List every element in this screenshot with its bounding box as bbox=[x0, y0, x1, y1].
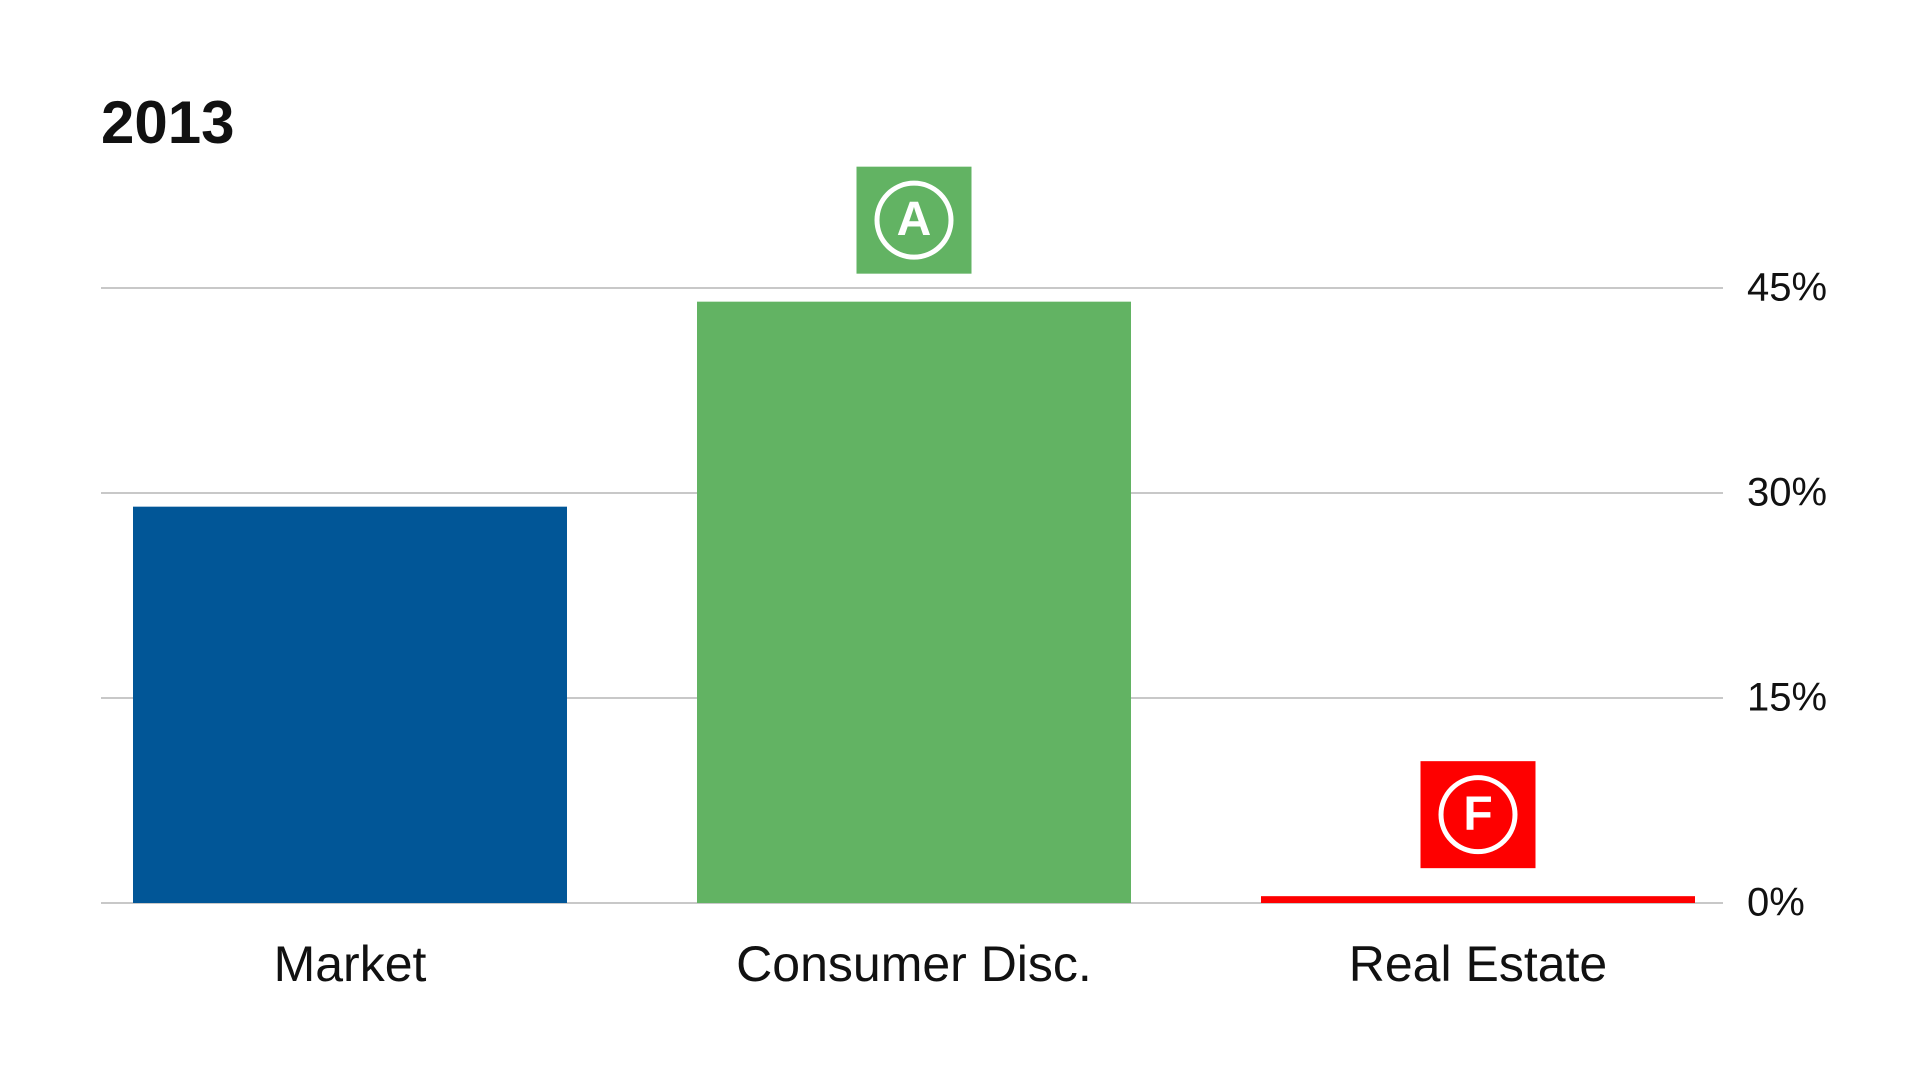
badge-letter: F bbox=[1463, 787, 1492, 840]
x-tick-label: Market bbox=[274, 936, 427, 992]
bar bbox=[1261, 896, 1695, 903]
grade-badge: A bbox=[856, 166, 972, 274]
y-tick-label: 15% bbox=[1747, 676, 1827, 720]
badge-ring bbox=[874, 180, 954, 260]
y-tick-label: 45% bbox=[1747, 266, 1827, 310]
grade-badge: F bbox=[1420, 761, 1536, 869]
bar bbox=[133, 506, 567, 903]
badge-letter: A bbox=[897, 193, 932, 246]
chart-title: 2013 bbox=[101, 89, 234, 156]
x-tick-label: Real Estate bbox=[1349, 936, 1607, 992]
bar bbox=[697, 301, 1131, 904]
y-tick-label: 30% bbox=[1747, 471, 1827, 515]
badge-ring bbox=[1438, 775, 1518, 855]
y-tick-label: 0% bbox=[1747, 881, 1805, 925]
x-tick-label: Consumer Disc. bbox=[736, 936, 1092, 992]
